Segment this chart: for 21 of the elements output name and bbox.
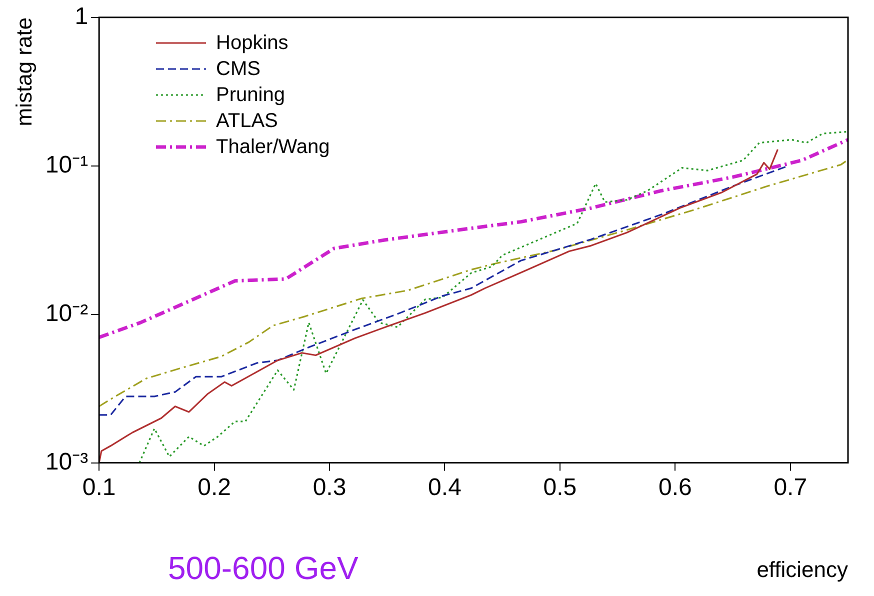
x-tick-label: 0.6	[658, 474, 692, 501]
x-tick-label: 0.5	[543, 474, 577, 501]
legend-label: CMS	[216, 58, 260, 80]
x-tick-label: 0.4	[428, 474, 462, 501]
legend-label: ATLAS	[216, 110, 278, 132]
y-axis-title: mistag rate	[11, 17, 36, 126]
line-series	[138, 130, 848, 463]
x-tick-label: 0.1	[82, 474, 116, 501]
y-tick-label: 1	[74, 3, 88, 30]
y-tick-label: 10⁻¹	[45, 151, 88, 178]
x-tick-label: 0.2	[198, 474, 231, 501]
text: 500-600 GeV	[168, 550, 358, 587]
x-tick-label: 0.3	[312, 474, 346, 501]
legend-label: Thaler/Wang	[216, 136, 330, 158]
legend-label: Hopkins	[216, 32, 288, 54]
x-tick-label: 0.7	[774, 474, 808, 501]
x-axis-title: efficiency	[756, 556, 848, 582]
legend-label: Pruning	[216, 84, 285, 106]
line-series	[99, 138, 848, 340]
y-tick-label: 10⁻²	[45, 300, 88, 327]
y-tick-label: 10⁻³	[45, 448, 88, 476]
